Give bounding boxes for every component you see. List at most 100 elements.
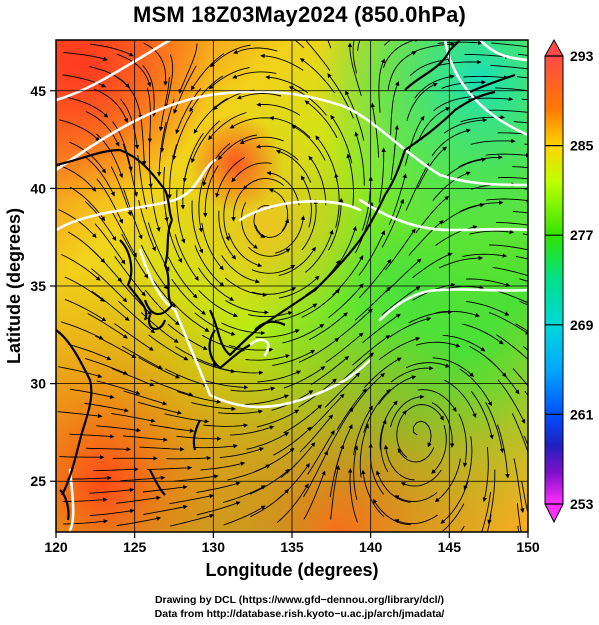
streamline — [308, 155, 327, 206]
streamline — [496, 222, 528, 226]
streamline — [110, 166, 132, 217]
streamline — [239, 136, 284, 144]
streamline — [325, 332, 364, 363]
x-tick-label: 130 — [202, 539, 226, 555]
streamline — [85, 111, 120, 147]
streamline — [492, 289, 528, 304]
streamline — [63, 51, 108, 61]
streamline — [283, 404, 323, 434]
streamline — [84, 200, 117, 242]
streamline — [462, 253, 508, 258]
streamline — [89, 487, 135, 494]
streamline — [229, 117, 274, 129]
streamline — [114, 256, 146, 297]
x-tick-label: 150 — [516, 539, 540, 555]
streamline — [434, 458, 461, 503]
latitude-ticks: 25 30 35 40 45 — [30, 83, 56, 489]
streamline — [309, 393, 345, 430]
streamline — [464, 54, 510, 59]
streamline — [59, 454, 105, 460]
streamline — [142, 484, 188, 493]
streamline — [249, 468, 290, 495]
streamline — [351, 372, 385, 411]
streamline — [200, 461, 246, 471]
streamline — [198, 289, 238, 318]
streamline — [415, 341, 461, 348]
streamline — [166, 455, 212, 461]
streamline — [486, 198, 528, 203]
colorbar-label: 269 — [570, 317, 594, 333]
streamline — [458, 413, 468, 468]
streamline — [190, 120, 220, 164]
streamline — [497, 177, 528, 180]
streamline — [275, 149, 312, 183]
streamline — [173, 65, 197, 114]
streamline — [381, 198, 405, 248]
streamline — [228, 232, 263, 268]
streamline — [96, 425, 142, 433]
streamline — [373, 498, 411, 526]
streamline — [282, 324, 325, 344]
streamline — [196, 481, 241, 493]
streamline — [203, 165, 219, 218]
y-tick-label: 45 — [30, 83, 46, 99]
streamline — [326, 407, 354, 453]
streamline — [417, 389, 457, 413]
streamline — [93, 467, 139, 472]
streamline — [89, 508, 135, 517]
streamline — [370, 102, 380, 158]
streamline — [111, 413, 156, 423]
streamline — [417, 146, 447, 189]
coastlines — [56, 40, 516, 521]
x-tick-label: 140 — [359, 539, 383, 555]
streamline — [246, 432, 290, 450]
streamline — [462, 323, 504, 345]
streamline — [378, 147, 386, 203]
streamline — [489, 244, 528, 251]
streamline — [174, 234, 199, 281]
streamline — [305, 229, 334, 273]
streamline — [218, 367, 264, 375]
streamline — [463, 75, 509, 80]
streamline — [378, 336, 421, 361]
streamline — [254, 218, 290, 238]
streamline — [485, 401, 505, 454]
y-tick-label: 30 — [30, 376, 46, 392]
streamline — [442, 334, 486, 352]
streamline — [173, 474, 219, 482]
streamline — [301, 199, 319, 251]
streamline — [167, 144, 178, 199]
colorbar-label: 293 — [570, 48, 594, 64]
streamline — [69, 141, 106, 174]
streamline — [68, 343, 112, 361]
streamline — [299, 414, 333, 453]
streamline — [208, 67, 250, 90]
streamline — [256, 102, 301, 116]
streamline — [324, 372, 361, 408]
streamline — [383, 444, 415, 481]
streamline — [142, 65, 157, 117]
streamline — [394, 514, 438, 525]
streamline — [390, 81, 400, 136]
streamline — [251, 264, 296, 274]
streamline — [60, 321, 104, 340]
streamline — [147, 465, 193, 471]
streamline — [116, 53, 152, 88]
colorbar-label: 285 — [570, 138, 594, 154]
streamline — [363, 388, 391, 433]
streamline — [198, 177, 205, 233]
streamline — [194, 312, 236, 336]
streamline — [87, 313, 128, 339]
x-tick-label: 120 — [44, 539, 68, 555]
streamline — [244, 394, 289, 405]
y-tick-label: 25 — [30, 473, 46, 489]
streamline — [169, 493, 215, 505]
streamline — [346, 153, 354, 209]
streamline — [241, 202, 258, 249]
streamline — [335, 308, 373, 341]
streamline — [406, 82, 438, 121]
streamline — [431, 402, 455, 448]
streamline — [328, 283, 364, 318]
streamline — [138, 356, 181, 379]
